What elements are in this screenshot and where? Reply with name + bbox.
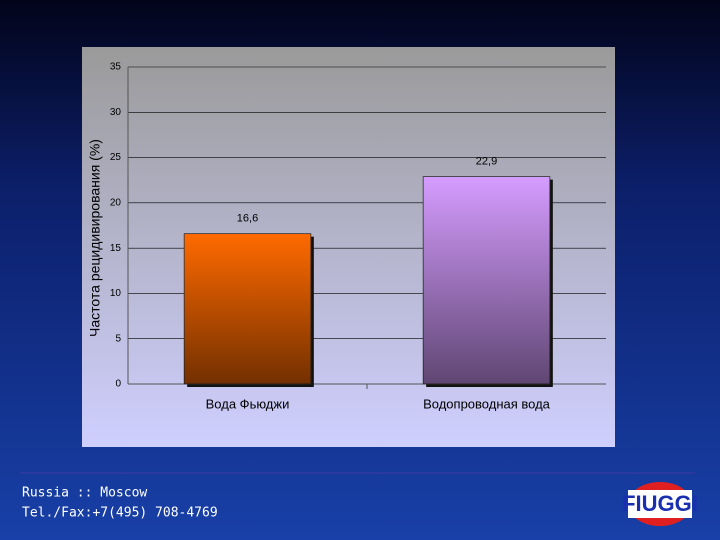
footer-line: Russia :: Moscow — [22, 486, 147, 501]
logo: FIUGGI — [622, 491, 698, 516]
logo-band — [628, 490, 692, 518]
footer-line: Tel./Fax:+7(495) 708-4769 — [22, 506, 218, 521]
bar-shade — [423, 176, 550, 384]
y-tick-label: 25 — [110, 152, 122, 163]
y-tick-label: 0 — [115, 379, 121, 390]
x-tick-label: Вода Фьюджи — [206, 396, 290, 411]
value-label: 22,9 — [476, 155, 497, 167]
bar-shade — [184, 233, 311, 384]
y-axis-label: Частота рецидивирования (%) — [87, 139, 103, 337]
y-tick-label: 35 — [110, 62, 122, 73]
y-tick-label: 30 — [110, 107, 122, 118]
y-tick-label: 20 — [110, 197, 122, 208]
y-tick-label: 10 — [110, 288, 122, 299]
value-label: 16,6 — [237, 213, 258, 225]
x-tick-label: Водопроводная вода — [423, 396, 551, 411]
y-tick-label: 5 — [115, 333, 121, 344]
y-tick-label: 15 — [110, 243, 122, 254]
